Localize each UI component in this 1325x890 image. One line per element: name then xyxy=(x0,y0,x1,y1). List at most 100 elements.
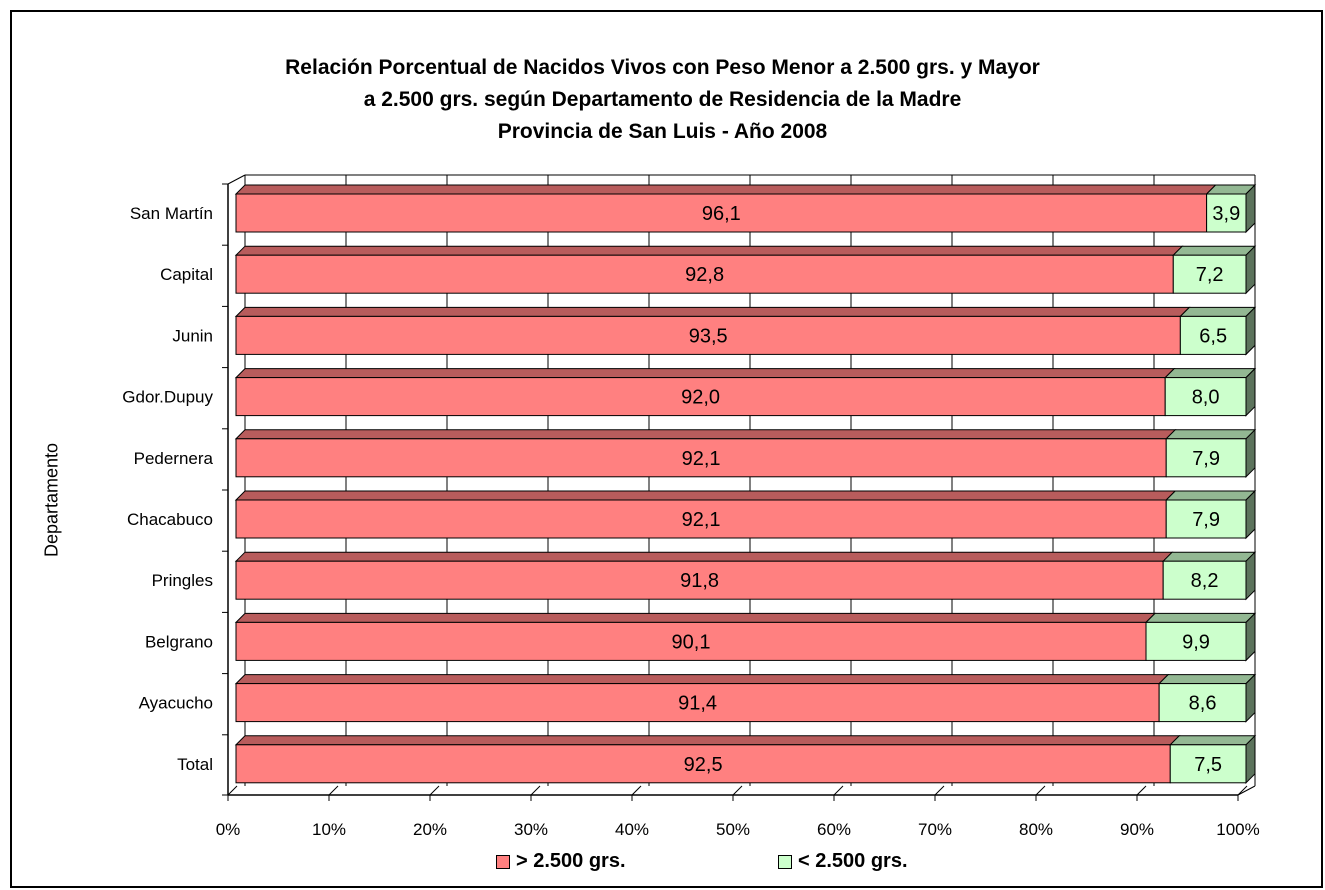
bar-side-1-9 xyxy=(1245,734,1256,785)
bar-1-4 xyxy=(1165,438,1247,478)
bar-0-2 xyxy=(235,315,1181,355)
bar-top-0-9 xyxy=(234,735,1181,746)
floor-line-1 xyxy=(328,785,339,796)
legend-label-series-1: > 2.500 grs. xyxy=(516,850,626,872)
bar-0-4 xyxy=(235,438,1167,478)
bar-label-1-6: 8,2 xyxy=(1191,570,1219,592)
bar-0-5 xyxy=(235,499,1167,539)
bar-top-1-1 xyxy=(1172,245,1257,256)
bar-1-2 xyxy=(1179,315,1247,355)
bar-top-1-6 xyxy=(1161,551,1257,562)
bar-label-0-3: 92,0 xyxy=(681,387,720,409)
bar-0-0 xyxy=(235,193,1208,233)
bar-1-0 xyxy=(1206,193,1247,233)
legend-label-series-2: < 2.500 grs. xyxy=(798,850,908,872)
floor-line-6 xyxy=(833,785,844,796)
bar-1-5 xyxy=(1165,499,1247,539)
bar-top-1-7 xyxy=(1144,612,1257,623)
chart-title-line-1: Relación Porcentual de Nacidos Vivos con… xyxy=(285,56,1040,79)
bar-label-0-6: 91,8 xyxy=(680,570,719,592)
x-tick-label-8: 80% xyxy=(1019,820,1053,839)
bar-top-0-7 xyxy=(234,612,1157,623)
bar-1-3 xyxy=(1164,377,1247,417)
floor-line-3 xyxy=(530,785,541,796)
category-label-9: Total xyxy=(177,755,213,774)
bar-0-1 xyxy=(235,254,1174,294)
bar-label-1-2: 6,5 xyxy=(1199,325,1227,347)
bar-side-1-4 xyxy=(1245,428,1256,479)
legend-item-series-2: < 2.500 grs. xyxy=(778,850,908,873)
bar-label-1-7: 9,9 xyxy=(1182,631,1210,653)
bar-0-9 xyxy=(235,744,1171,784)
bar-side-1-3 xyxy=(1245,367,1256,417)
floor-line-9 xyxy=(1136,785,1147,796)
floor-line-4 xyxy=(631,785,642,796)
floor-line-0 xyxy=(227,785,238,796)
bar-top-1-2 xyxy=(1179,306,1257,317)
bar-0-8 xyxy=(235,683,1160,723)
bar-label-1-8: 8,6 xyxy=(1189,693,1217,715)
category-label-2: Junin xyxy=(172,326,213,345)
bar-top-1-9 xyxy=(1169,735,1257,746)
bar-side-1-1 xyxy=(1245,244,1256,295)
bar-label-0-1: 92,8 xyxy=(685,264,724,286)
category-label-4: Pedernera xyxy=(134,449,214,468)
bar-top-1-4 xyxy=(1165,429,1257,440)
bar-side-1-5 xyxy=(1245,489,1256,540)
bar-label-1-5: 7,9 xyxy=(1192,509,1220,531)
floor-line-10 xyxy=(1237,785,1248,796)
bar-top-1-5 xyxy=(1165,490,1257,501)
bar-label-0-7: 90,1 xyxy=(672,631,711,653)
floor-line-8 xyxy=(1035,785,1046,796)
category-label-1: Capital xyxy=(160,265,213,284)
bar-label-1-9: 7,5 xyxy=(1194,754,1222,776)
floor-line-5 xyxy=(732,785,743,796)
bar-top-0-5 xyxy=(234,490,1177,501)
floor-line-2 xyxy=(429,785,440,796)
bar-top-0-0 xyxy=(234,184,1217,195)
bar-1-8 xyxy=(1158,683,1247,723)
bar-top-0-4 xyxy=(234,429,1177,440)
bar-label-0-8: 91,4 xyxy=(678,693,717,715)
floor-line-7 xyxy=(934,785,945,796)
bar-top-0-1 xyxy=(234,245,1184,256)
bar-1-9 xyxy=(1169,744,1247,784)
bar-top-1-3 xyxy=(1163,368,1257,379)
category-label-7: Belgrano xyxy=(145,632,213,651)
category-label-5: Chacabuco xyxy=(127,510,213,529)
bar-0-3 xyxy=(235,377,1166,417)
bar-label-0-4: 92,1 xyxy=(682,448,721,470)
category-label-6: Pringles xyxy=(152,571,213,590)
x-tick-label-10: 100% xyxy=(1216,820,1259,839)
legend-item-series-1: > 2.500 grs. xyxy=(496,850,626,873)
bar-top-0-3 xyxy=(234,368,1176,379)
bar-label-0-2: 93,5 xyxy=(689,325,728,347)
category-label-3: Gdor.Dupuy xyxy=(122,388,213,407)
x-tick-label-9: 90% xyxy=(1120,820,1154,839)
bar-top-0-6 xyxy=(234,551,1174,562)
bar-1-7 xyxy=(1145,621,1247,661)
bar-label-0-0: 96,1 xyxy=(702,203,741,225)
category-label-8: Ayacucho xyxy=(139,694,213,713)
bar-label-1-3: 8,0 xyxy=(1192,387,1220,409)
x-tick-label-2: 20% xyxy=(413,820,447,839)
y-axis-top-edge xyxy=(227,174,246,185)
chart-title-line-3: Provincia de San Luis - Año 2008 xyxy=(497,120,828,143)
legend-swatch-series-2 xyxy=(778,854,792,869)
chart-title-line-2: a 2.500 grs. según Departamento de Resid… xyxy=(363,88,962,111)
bar-1-1 xyxy=(1172,254,1247,294)
bar-0-7 xyxy=(235,621,1147,661)
bar-top-0-2 xyxy=(234,306,1191,317)
legend-swatch-series-1 xyxy=(496,854,510,869)
bar-top-1-8 xyxy=(1157,674,1257,685)
x-tick-label-7: 70% xyxy=(918,820,952,839)
bar-label-1-1: 7,2 xyxy=(1196,264,1224,286)
bar-side-1-6 xyxy=(1245,550,1256,601)
x-tick-label-1: 10% xyxy=(312,820,346,839)
bar-side-1-7 xyxy=(1245,612,1256,662)
bar-label-0-5: 92,1 xyxy=(682,509,721,531)
category-label-0: San Martín xyxy=(130,204,213,223)
bar-side-1-2 xyxy=(1245,306,1256,356)
x-tick-label-6: 60% xyxy=(817,820,851,839)
